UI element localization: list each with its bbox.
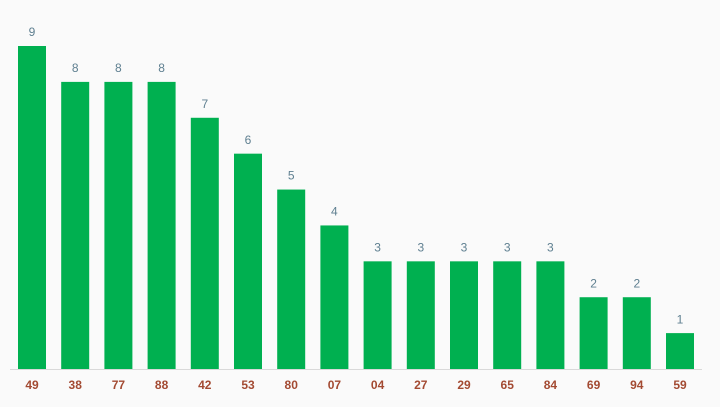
- value-label: 6: [245, 133, 252, 147]
- bar: [61, 81, 90, 369]
- value-label: 1: [677, 312, 684, 326]
- x-tick-label: 80: [285, 378, 299, 392]
- bar: [536, 261, 565, 369]
- value-label: 3: [374, 241, 381, 255]
- bar: [363, 261, 392, 369]
- bar: [147, 81, 176, 369]
- bar: [622, 297, 651, 369]
- value-label: 2: [633, 276, 640, 290]
- value-label: 4: [331, 205, 338, 219]
- value-label: 3: [461, 241, 468, 255]
- x-tick-label: 65: [501, 378, 515, 392]
- x-tick-label: 53: [241, 378, 255, 392]
- x-tick-label: 29: [457, 378, 471, 392]
- value-label: 3: [547, 241, 554, 255]
- value-label: 3: [417, 241, 424, 255]
- bar: [666, 333, 694, 369]
- bar: [320, 225, 349, 369]
- bar: [493, 261, 522, 369]
- value-label: 7: [201, 97, 208, 111]
- x-tick-label: 42: [198, 378, 212, 392]
- x-tick-label: 77: [112, 378, 126, 392]
- bar: [18, 46, 46, 369]
- bar: [277, 189, 306, 369]
- x-tick-label: 04: [371, 378, 385, 392]
- value-label: 2: [590, 276, 597, 290]
- x-tick-label: 07: [328, 378, 342, 392]
- x-tick-label: 38: [69, 378, 83, 392]
- bar: [579, 297, 608, 369]
- x-tick-label: 27: [414, 378, 428, 392]
- bar: [104, 81, 133, 369]
- x-tick-label: 49: [25, 378, 39, 392]
- bar: [190, 117, 219, 370]
- bar: [450, 261, 478, 369]
- value-label: 8: [115, 61, 122, 75]
- value-label: 5: [288, 169, 295, 183]
- value-label: 9: [29, 25, 36, 39]
- x-tick-label: 94: [630, 378, 644, 392]
- x-tick-label: 88: [155, 378, 169, 392]
- value-label: 3: [504, 241, 511, 255]
- bar: [234, 153, 262, 369]
- value-label: 8: [72, 61, 79, 75]
- x-tick-label: 69: [587, 378, 601, 392]
- value-label: 8: [158, 61, 165, 75]
- bar: [406, 261, 435, 369]
- x-tick-label: 84: [544, 378, 558, 392]
- x-tick-label: 59: [673, 378, 687, 392]
